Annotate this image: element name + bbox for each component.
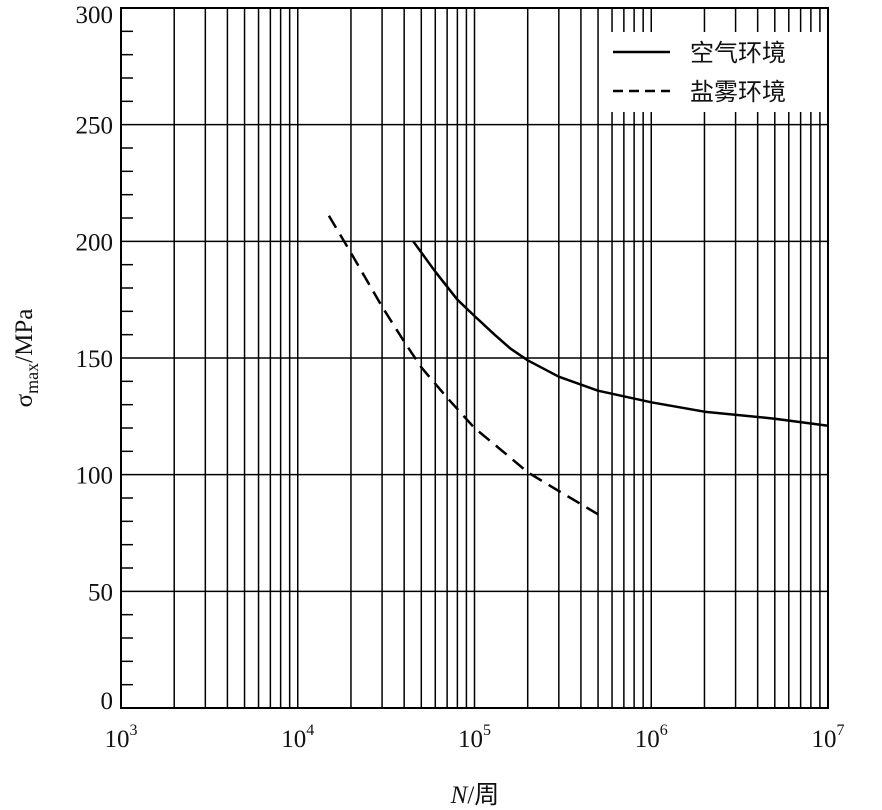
x-tick-label: 104: [281, 722, 314, 753]
legend-label-air: 空气环境: [690, 39, 786, 67]
series: [327, 215, 829, 516]
y-tick-label: 100: [76, 463, 114, 490]
y-axis-symbol: σ: [11, 393, 38, 407]
x-tick-label: 103: [105, 722, 138, 753]
x-axis-variable: N: [450, 782, 469, 809]
plot-frame: [120, 7, 829, 709]
y-tick-label: 0: [101, 688, 114, 715]
legend: 空气环境 盐雾环境: [607, 32, 827, 112]
y-axis-subscript: max: [22, 363, 42, 394]
y-axis-unit: /MPa: [11, 309, 38, 363]
tick-marks: [121, 30, 133, 686]
y-tick-label: 150: [76, 346, 114, 373]
x-axis-title: N/周: [450, 782, 500, 809]
x-axis-unit: /周: [467, 782, 499, 809]
x-tick-labels: 103 104 105 106 107: [105, 722, 845, 753]
y-axis-title: σmax/MPa: [11, 309, 42, 408]
legend-box: [607, 32, 827, 112]
y-tick-labels: 0 50 100 150 200 250 300: [76, 2, 114, 715]
y-tick-label: 250: [76, 113, 114, 140]
grid: [121, 8, 828, 708]
legend-label-salt-fog: 盐雾环境: [690, 78, 786, 106]
series-line-salt-fog: [327, 215, 599, 516]
x-tick-label: 107: [812, 722, 845, 753]
y-tick-label: 200: [76, 229, 114, 256]
y-tick-label: 50: [88, 579, 113, 606]
y-tick-label: 300: [76, 2, 114, 29]
x-tick-label: 106: [635, 722, 668, 753]
series-line-air: [412, 240, 829, 427]
x-tick-label: 105: [458, 722, 491, 753]
